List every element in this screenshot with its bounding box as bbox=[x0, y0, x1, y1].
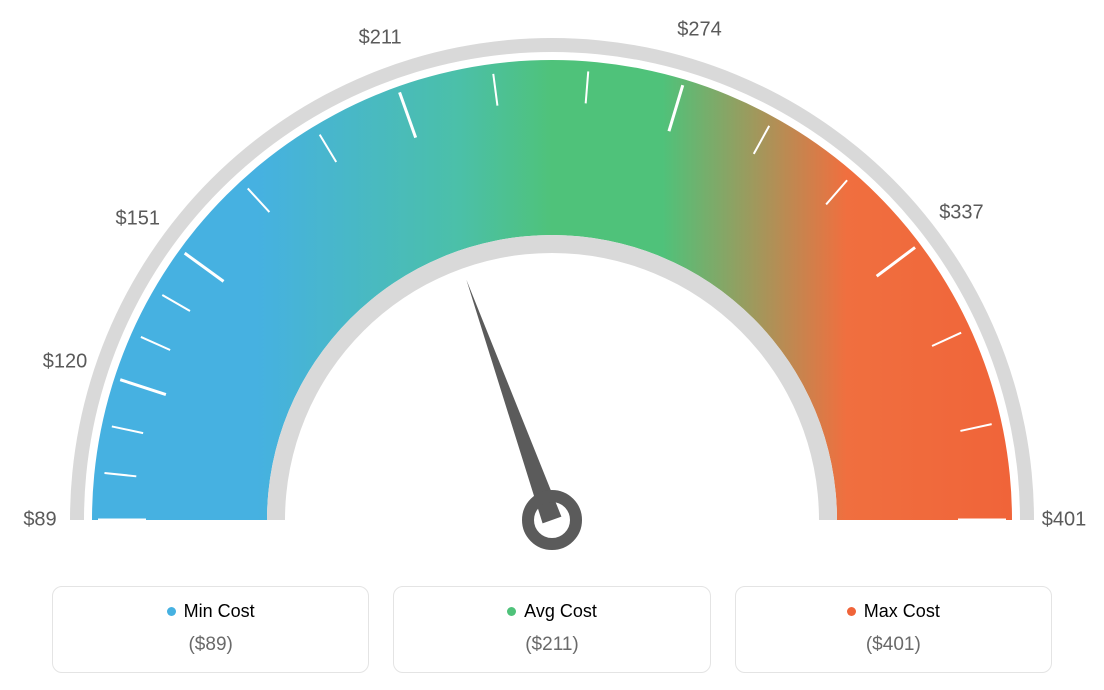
gauge-tick-label: $274 bbox=[677, 18, 722, 41]
gauge-tick-label: $89 bbox=[23, 509, 56, 532]
gauge-tick-label: $151 bbox=[116, 208, 161, 231]
legend-value-min: ($89) bbox=[63, 634, 358, 656]
legend-dot-max bbox=[847, 607, 856, 616]
gauge-tick-label: $401 bbox=[1042, 509, 1087, 532]
cost-gauge: $89$120$151$211$274$337$401 bbox=[52, 20, 1052, 580]
legend-title-min-text: Min Cost bbox=[184, 601, 255, 622]
legend-title-max-text: Max Cost bbox=[864, 601, 940, 622]
legend-title-max: Max Cost bbox=[847, 601, 940, 622]
legend-card-max: Max Cost ($401) bbox=[735, 586, 1052, 673]
gauge-tick-label: $211 bbox=[359, 26, 402, 49]
legend-value-max: ($401) bbox=[746, 634, 1041, 656]
legend-title-avg: Avg Cost bbox=[507, 601, 597, 622]
legend-title-avg-text: Avg Cost bbox=[524, 601, 597, 622]
gauge-tick-label: $120 bbox=[43, 350, 88, 373]
legend-value-avg: ($211) bbox=[404, 634, 699, 656]
legend-card-avg: Avg Cost ($211) bbox=[393, 586, 710, 673]
gauge-svg bbox=[52, 20, 1052, 580]
legend-dot-min bbox=[167, 607, 176, 616]
legend-dot-avg bbox=[507, 607, 516, 616]
gauge-tick-label: $337 bbox=[939, 201, 984, 224]
legend-title-min: Min Cost bbox=[167, 601, 255, 622]
legend-card-min: Min Cost ($89) bbox=[52, 586, 369, 673]
legend-row: Min Cost ($89) Avg Cost ($211) Max Cost … bbox=[52, 586, 1052, 673]
